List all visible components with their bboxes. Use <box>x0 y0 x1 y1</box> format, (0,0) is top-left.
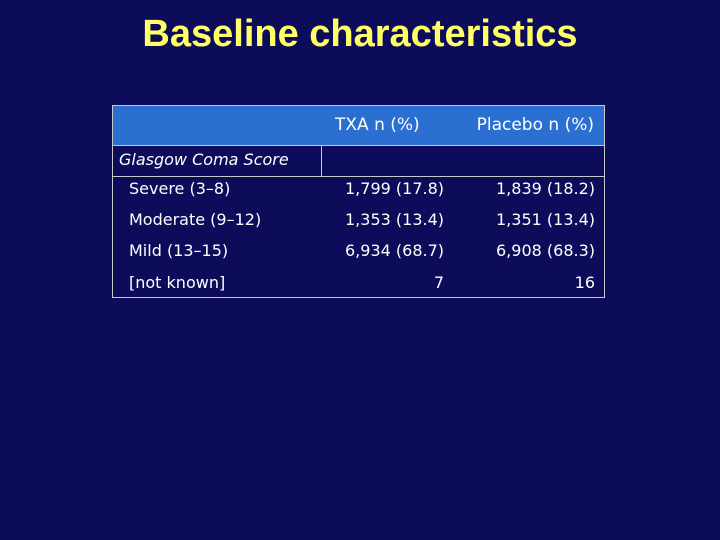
section-row-band <box>113 145 604 177</box>
cell-moderate-txa: 1,353 (13.4) <box>345 210 444 229</box>
table-header-band <box>113 106 604 145</box>
cell-mild-txa: 6,934 (68.7) <box>345 241 444 260</box>
cell-severe-txa: 1,799 (17.8) <box>345 179 444 198</box>
row-label-severe: Severe (3–8) <box>129 179 231 198</box>
section-row-divider <box>321 145 322 177</box>
section-label-gcs: Glasgow Coma Score <box>119 150 289 169</box>
column-header-placebo: Placebo n (%) <box>476 115 594 135</box>
cell-mild-placebo: 6,908 (68.3) <box>496 241 595 260</box>
row-label-mild: Mild (13–15) <box>129 241 229 260</box>
baseline-table: TXA n (%) Placebo n (%) Glasgow Coma Sco… <box>112 105 605 298</box>
cell-severe-placebo: 1,839 (18.2) <box>496 179 595 198</box>
row-label-moderate: Moderate (9–12) <box>129 210 262 229</box>
slide-title: Baseline characteristics <box>142 13 578 55</box>
cell-not-known-placebo: 16 <box>574 273 595 292</box>
column-header-txa: TXA n (%) <box>335 115 420 135</box>
cell-not-known-txa: 7 <box>433 273 444 292</box>
cell-moderate-placebo: 1,351 (13.4) <box>496 210 595 229</box>
row-label-not-known: [not known] <box>129 273 226 292</box>
